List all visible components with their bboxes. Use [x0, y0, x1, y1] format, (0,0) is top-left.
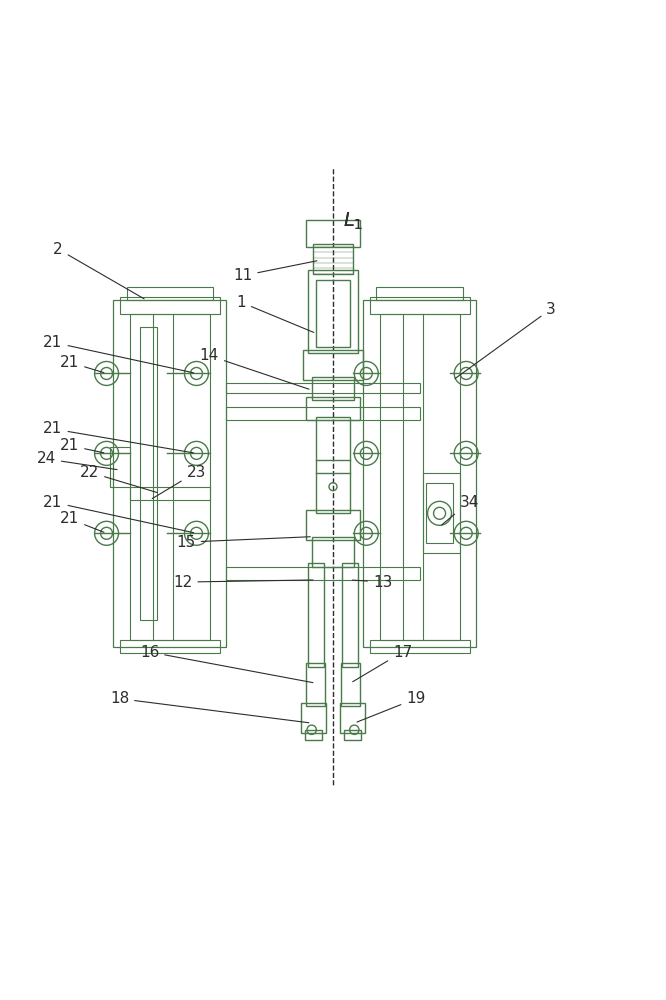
Bar	[226, 407, 420, 420]
Bar	[376, 287, 463, 300]
Bar	[316, 417, 350, 513]
Bar	[130, 314, 210, 640]
Text: 34: 34	[442, 495, 479, 525]
Bar	[423, 473, 460, 553]
Text: 21: 21	[43, 335, 194, 373]
Bar	[308, 270, 358, 353]
Bar	[120, 640, 220, 653]
Bar	[426, 483, 453, 543]
Bar	[120, 297, 220, 314]
Text: 16: 16	[140, 645, 313, 683]
Bar	[306, 510, 360, 540]
Text: 21: 21	[60, 511, 104, 532]
Bar	[342, 563, 358, 666]
Text: 1: 1	[236, 295, 314, 332]
Text: 13: 13	[352, 575, 392, 590]
Bar	[226, 567, 420, 580]
Bar	[301, 703, 326, 733]
Text: 12: 12	[173, 575, 313, 590]
Text: 21: 21	[60, 355, 104, 373]
Text: 17: 17	[353, 645, 412, 682]
Bar	[312, 377, 354, 400]
Bar	[305, 730, 322, 740]
Bar	[110, 447, 130, 487]
Bar	[226, 383, 420, 393]
Bar	[127, 287, 213, 300]
Text: 14: 14	[200, 348, 309, 389]
Bar	[370, 297, 470, 314]
Text: $L_1$: $L_1$	[343, 210, 363, 232]
Bar	[313, 244, 353, 274]
Bar	[312, 537, 354, 567]
Text: 19: 19	[357, 691, 426, 722]
Text: 22: 22	[80, 465, 157, 493]
Text: 21: 21	[43, 421, 194, 453]
Text: 21: 21	[60, 438, 104, 453]
Bar	[380, 314, 460, 640]
Bar	[363, 300, 476, 647]
Text: 23: 23	[153, 465, 206, 499]
Bar	[340, 703, 365, 733]
Bar	[370, 640, 470, 653]
Text: 2: 2	[53, 242, 144, 299]
Bar	[140, 327, 157, 620]
Bar	[303, 350, 363, 380]
Bar	[306, 397, 360, 420]
Bar	[306, 663, 325, 706]
Bar	[306, 220, 360, 247]
Text: 18: 18	[110, 691, 309, 723]
Bar	[316, 280, 350, 347]
Text: 15: 15	[176, 535, 310, 550]
Text: 3: 3	[455, 302, 556, 378]
Text: 24: 24	[37, 451, 117, 470]
Bar	[308, 563, 324, 666]
Text: 11: 11	[233, 261, 317, 283]
Bar	[344, 730, 361, 740]
Text: 21: 21	[43, 495, 194, 533]
Bar	[341, 663, 360, 706]
Text: $L_1$: $L_1$	[343, 210, 363, 232]
Bar	[130, 487, 210, 500]
Bar	[113, 300, 226, 647]
